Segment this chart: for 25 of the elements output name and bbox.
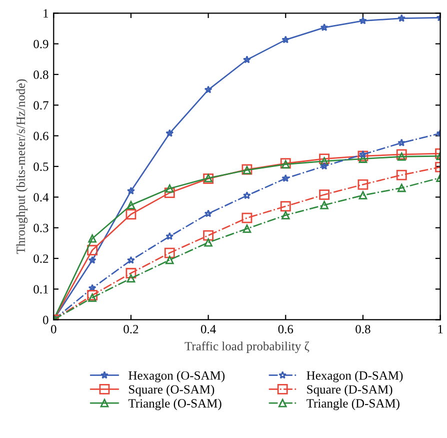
x-tick-label: 0.6 (278, 324, 294, 334)
x-axis-title: Traffic load probability ζ (184, 341, 310, 353)
x-tick-label: 0.2 (124, 324, 138, 334)
x-tick-label: 0 (50, 324, 56, 334)
y-axis-title: Throughput (bits-meter/s/Hz/node) (16, 79, 28, 254)
y-tick-label: 0.3 (34, 224, 48, 232)
y-tick-label: 0.1 (34, 285, 48, 294)
legend-label: Hexagon (O-SAM) (128, 370, 225, 382)
y-tick-label: 0.2 (34, 254, 48, 263)
y-tick-label: 0.8 (34, 70, 48, 79)
legend-label: Triangle (O-SAM) (128, 398, 222, 410)
y-tick-label: 0 (43, 316, 48, 324)
legend-label: Square (D-SAM) (307, 384, 392, 396)
x-tick-label: 0.8 (356, 324, 370, 334)
y-tick-label: 1 (44, 9, 48, 18)
y-tick-label: 0.5 (34, 162, 48, 171)
y-tick-label: 0.4 (34, 193, 49, 202)
legend-label: Square (O-SAM) (129, 384, 214, 396)
legend-label: Hexagon (D-SAM) (306, 370, 403, 382)
y-tick-label: 0.7 (34, 101, 48, 110)
y-tick-label: 0.9 (34, 40, 48, 48)
legend-label: Triangle (D-SAM) (306, 398, 400, 410)
x-tick-label: 1 (438, 325, 443, 334)
x-tick-label: 0.4 (200, 324, 216, 334)
y-tick-label: 0.6 (34, 132, 48, 140)
